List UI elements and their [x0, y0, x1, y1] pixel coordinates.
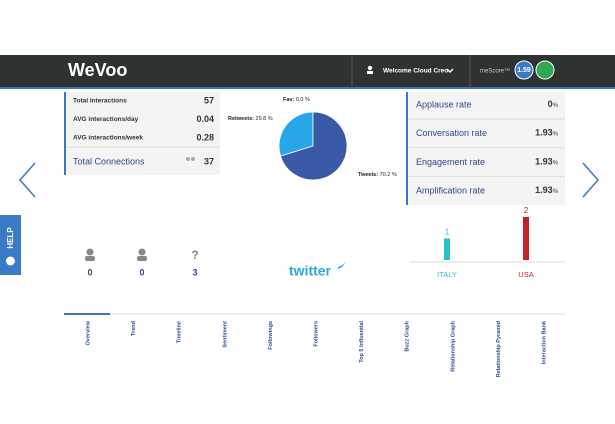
- stats: Total interactions 57 AVG interactions/day…: [73, 95, 214, 142]
- stats-panel: [64, 92, 220, 175]
- stat-value: 0.04: [196, 114, 214, 124]
- pie-chart: Fav: 0.0 % Retweets: 29.8 % Tweets: 70.2 %: [228, 97, 397, 181]
- rate-label: Amplification rate: [416, 185, 485, 195]
- pie-label-value: 70.2 %: [380, 172, 397, 178]
- prev-arrow[interactable]: [18, 162, 36, 198]
- male-count: 0: [87, 267, 92, 277]
- logo[interactable]: WeVoo: [68, 60, 127, 80]
- unknown-count: 3: [192, 267, 197, 277]
- help-tab[interactable]: [0, 215, 21, 275]
- pie-label-name: Retweets:: [228, 116, 254, 122]
- tab[interactable]: Trend: [131, 321, 137, 336]
- mescore: 1.59: [517, 67, 531, 74]
- panel-border: [64, 92, 66, 175]
- help-icon[interactable]: [6, 256, 15, 266]
- rate-value: 1.93%: [535, 157, 559, 167]
- country-bars: 1 ITALY 2 USA: [437, 206, 534, 279]
- rates: Applause rate 0% Conversation rate 1.93% Eng…: [408, 99, 565, 195]
- stat-label: AVG interactions/day: [73, 116, 139, 123]
- rate-label: Engagement rate: [416, 157, 485, 167]
- pie-label-name: Tweets:: [358, 172, 378, 178]
- people-icon: [191, 157, 195, 161]
- rate-label: Applause rate: [416, 99, 472, 109]
- twitter-bird: [338, 261, 346, 269]
- tab[interactable]: Buzz Graph: [405, 320, 411, 351]
- twitter-logo: twitter: [289, 263, 332, 279]
- rate-unit: %: [553, 160, 559, 166]
- bar: [523, 217, 529, 260]
- rate-unit: %: [553, 131, 559, 137]
- pie-slice: [278, 111, 314, 157]
- rate-number: 0: [548, 99, 553, 109]
- mescore-label: meScore™: [480, 68, 510, 75]
- bar-value: 1: [445, 228, 450, 237]
- rates-panel: [406, 92, 565, 205]
- bar: [444, 238, 450, 260]
- rate-number: 1.93: [535, 128, 553, 138]
- bar-category: USA: [518, 270, 533, 279]
- pie-slice: [280, 111, 348, 181]
- rate-unit: %: [553, 189, 559, 195]
- tab[interactable]: Interaction Bank: [541, 320, 547, 364]
- tab[interactable]: Followers: [313, 321, 319, 347]
- tab[interactable]: Relationship Graph: [450, 320, 456, 371]
- tab[interactable]: Sentiment: [222, 321, 228, 348]
- female-icon: [137, 248, 147, 261]
- unknown-icon: ?: [191, 248, 198, 262]
- connections-label: Total Connections: [73, 156, 145, 166]
- rate-number: 1.93: [535, 185, 553, 195]
- stat-value: 0.28: [196, 132, 214, 142]
- tab[interactable]: Overview: [85, 320, 91, 345]
- rate-unit: %: [553, 103, 559, 109]
- user-icon: [367, 71, 373, 74]
- rate-number: 1.93: [535, 157, 553, 167]
- male-icon: [85, 248, 95, 261]
- tab[interactable]: Relationship Pyramid: [496, 321, 502, 377]
- pie-label-name: Fav:: [283, 97, 294, 103]
- rate-label: Conversation rate: [416, 128, 487, 138]
- rate-value: 1.93%: [535, 128, 559, 138]
- active-tab: [64, 313, 110, 315]
- stat-label: Total interactions: [73, 98, 127, 105]
- tabs: Overview Trend Timeline Sentiment Followings…: [85, 320, 547, 377]
- pie-label: Retweets: 29.8 %: [228, 116, 273, 122]
- people-icon: [186, 157, 190, 161]
- help-label[interactable]: HELP: [6, 227, 15, 249]
- tab[interactable]: Followings: [268, 321, 274, 350]
- rate-value: 1.93%: [535, 185, 559, 195]
- pie-label-value: 29.8 %: [256, 116, 273, 122]
- header-bar: [0, 55, 615, 88]
- user-icon: [367, 65, 373, 71]
- tab[interactable]: Top 5 Influential: [359, 321, 365, 363]
- avatar[interactable]: [535, 60, 555, 80]
- welcome[interactable]: Welcome Cloud Creo: [383, 68, 448, 75]
- panel-border: [406, 92, 408, 205]
- header-line: [0, 87, 615, 89]
- pie-label-value: 0.0 %: [296, 97, 310, 103]
- chevron[interactable]: [446, 68, 454, 73]
- mescore-badge: [514, 60, 534, 80]
- pie-label: Tweets: 70.2 %: [358, 172, 397, 178]
- bar-value: 2: [524, 206, 529, 215]
- stat-value: 57: [204, 95, 214, 105]
- next-arrow[interactable]: [582, 162, 600, 198]
- connections-value: 37: [204, 156, 214, 166]
- stat-label: AVG interactions/week: [73, 135, 143, 142]
- female-count: 0: [139, 267, 144, 277]
- bar-category: ITALY: [437, 270, 457, 279]
- tab[interactable]: Timeline: [177, 321, 183, 343]
- rate-value: 0%: [548, 99, 559, 109]
- pie-label: Fav: 0.0 %: [283, 97, 310, 103]
